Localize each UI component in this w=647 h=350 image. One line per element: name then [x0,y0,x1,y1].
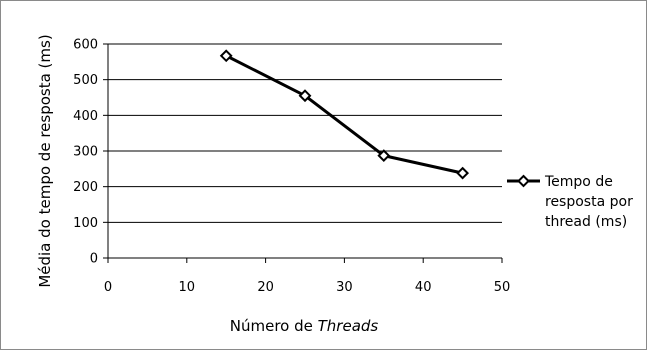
x-tick-labels: 0 10 20 30 40 50 [104,280,510,295]
x-tick-label-50: 50 [494,280,511,295]
y-tick-label-100: 100 [73,216,98,231]
legend-marker [517,174,530,188]
data-point-35 [377,149,391,163]
axes [103,43,503,263]
gridlines [108,43,502,223]
x-tick-label-0: 0 [104,280,112,295]
x-tick-label-10: 10 [179,280,196,295]
x-tick-label-30: 30 [336,280,353,295]
y-tick-label-300: 300 [73,145,98,160]
y-tick-label-200: 200 [73,180,98,195]
y-tick-label-400: 400 [73,109,98,124]
y-tick-label-500: 500 [73,73,98,88]
x-tick-label-20: 20 [257,280,274,295]
legend-label-line-1: Tempo de [544,174,613,190]
y-tick-labels: 0 100 200 300 400 500 600 [73,38,98,267]
y-tick-label-600: 600 [73,38,98,53]
x-tick-label-40: 40 [415,280,432,295]
legend-label-line-2: resposta por [545,194,633,210]
legend-label-line-3: thread (ms) [545,214,627,230]
data-point-15 [219,49,233,63]
y-tick-label-0: 0 [90,252,98,267]
x-axis-title-main: Número de [230,317,313,335]
y-axis-title: Média do tempo de resposta (ms) [36,34,54,287]
series-line-0 [225,54,463,175]
legend: Tempo de resposta por thread (ms) [507,174,637,230]
svg-text:Tempo de resposta por: Tempo de resposta por thread (ms) [544,174,637,230]
x-axis-title: Número de Threads [230,317,379,335]
data-point-45 [456,166,470,180]
x-axis-title-italic: Threads [318,317,379,335]
data-point-25 [298,89,312,103]
series-group [219,49,470,180]
